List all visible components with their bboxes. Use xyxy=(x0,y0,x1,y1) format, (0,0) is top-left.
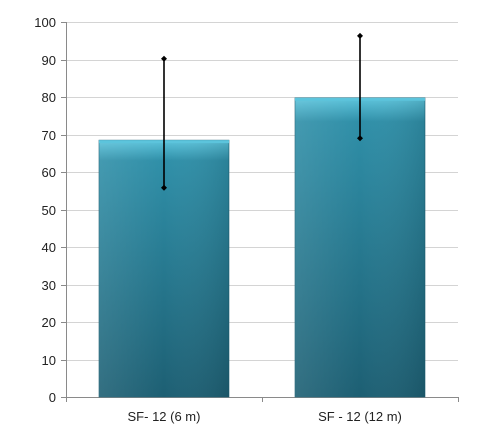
error-bar-2-upper-marker xyxy=(357,32,363,39)
x-category-label: SF - 12 (12 m) xyxy=(318,409,402,424)
error-bars xyxy=(161,32,363,191)
bars xyxy=(98,97,426,398)
error-bar-2-lower-marker xyxy=(357,135,363,142)
y-tick-label: 20 xyxy=(42,315,56,330)
y-tick-label: 40 xyxy=(42,240,56,255)
x-category-label: SF- 12 (6 m) xyxy=(128,409,201,424)
axes xyxy=(66,22,459,402)
error-bar-1-lower-marker xyxy=(161,184,167,191)
y-tick-label: 60 xyxy=(42,165,56,180)
y-tick-label: 80 xyxy=(42,90,56,105)
y-tick-label: 50 xyxy=(42,203,56,218)
y-tick-label: 10 xyxy=(42,353,56,368)
y-axis-tick-labels: 0 10 20 30 40 50 60 70 80 90 100 xyxy=(34,15,66,405)
y-tick-label: 30 xyxy=(42,278,56,293)
x-axis-category-labels: SF- 12 (6 m) SF - 12 (12 m) xyxy=(128,409,402,424)
error-bar-1-upper-marker xyxy=(161,55,167,62)
y-tick-label: 90 xyxy=(42,53,56,68)
y-tick-label: 0 xyxy=(49,390,56,405)
bar-2-sheen xyxy=(295,97,425,397)
y-tick-label: 100 xyxy=(34,15,56,30)
y-tick-label: 70 xyxy=(42,128,56,143)
